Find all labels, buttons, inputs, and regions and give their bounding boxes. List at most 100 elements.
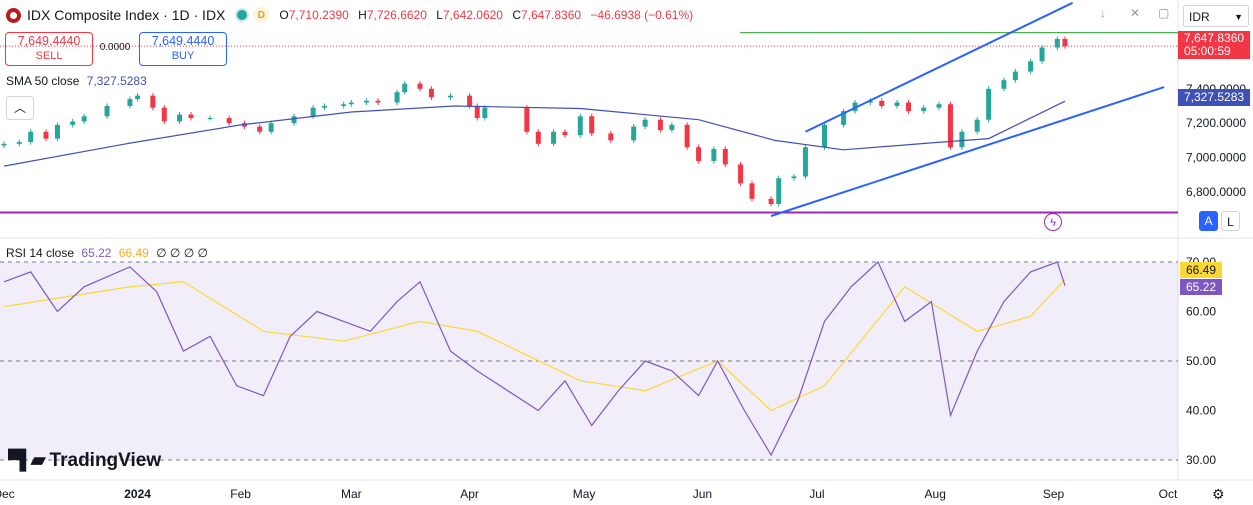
candle-body	[257, 126, 263, 132]
buy-button[interactable]: 7,649.4440 BUY	[139, 32, 227, 66]
candle-body	[711, 148, 717, 161]
candle-body	[135, 95, 141, 100]
candle-body	[81, 116, 87, 122]
candle-body	[1054, 38, 1060, 48]
candle-body	[482, 107, 488, 118]
market-status[interactable]: D	[235, 7, 270, 23]
gear-icon[interactable]: ⚙	[1212, 486, 1225, 502]
buy-label: BUY	[171, 50, 195, 62]
candle-body	[921, 107, 927, 112]
candle-body	[348, 102, 354, 105]
price-axis-label: 7,200.0000	[1186, 116, 1246, 130]
candle-body	[104, 105, 110, 117]
time-axis-label: Jun	[693, 487, 712, 501]
rsi-ma-tag: 66.49	[1180, 262, 1222, 278]
move-down-icon[interactable]: ↓	[1100, 6, 1106, 20]
tradingview-mark-icon: ▀▌▰	[8, 450, 46, 471]
candle-body	[394, 92, 400, 103]
candle-body	[657, 119, 663, 131]
candle-body	[905, 102, 911, 112]
close-pane-icon[interactable]: ✕	[1130, 6, 1141, 20]
candle-body	[467, 95, 473, 106]
candle-body	[768, 198, 774, 204]
candle-body	[802, 147, 808, 177]
candle-body	[402, 83, 408, 93]
candle-body	[776, 178, 782, 204]
auto-scale-button[interactable]: A	[1199, 211, 1218, 231]
candle-body	[188, 114, 194, 118]
change-value: −46.6938 (−0.61%)	[590, 8, 694, 22]
candle-body	[207, 118, 213, 119]
candle-body	[974, 119, 980, 132]
candle-body	[16, 142, 22, 144]
sell-price: 7,649.4440	[17, 34, 81, 48]
candle-body	[738, 164, 744, 184]
candle-body	[894, 102, 900, 106]
rsi-axis-label: 30.00	[1186, 453, 1216, 467]
candle-body	[577, 116, 583, 136]
lightning-icon[interactable]: ϟ	[1044, 213, 1062, 231]
candle-body	[867, 100, 873, 103]
channel-upper-line	[805, 1, 1074, 133]
close-value: 7,647.8360	[521, 8, 582, 22]
candle-body	[268, 123, 274, 132]
chevron-up-icon: ︿	[13, 101, 26, 115]
candle-body	[551, 131, 557, 144]
sell-button[interactable]: 7,649.4440 SELL	[5, 32, 93, 66]
sma-value: 7,327.5283	[86, 74, 147, 88]
candle-body	[1062, 38, 1068, 47]
maximize-pane-icon[interactable]: ▢	[1158, 6, 1170, 20]
chevron-down-icon: ▼	[1234, 12, 1243, 22]
sma50-line	[3, 100, 1066, 167]
rsi-label: RSI 14 close	[6, 246, 75, 260]
delayed-data-badge: D	[253, 7, 270, 23]
candle-body	[1028, 61, 1034, 72]
candle-body	[608, 133, 614, 141]
channel-lower-line	[770, 86, 1165, 217]
last-price-tag: 7,647.8360 05:00:59	[1178, 31, 1250, 59]
time-axis-label: Apr	[460, 487, 479, 501]
log-scale-button[interactable]: L	[1221, 211, 1240, 231]
high-value: 7,726.6620	[366, 8, 427, 22]
candle-body	[986, 88, 992, 120]
rsi-legend[interactable]: RSI 14 close 65.22 66.49 ∅ ∅ ∅ ∅	[6, 246, 208, 260]
candle-body	[936, 104, 942, 108]
tradingview-wordmark: TradingView	[49, 449, 162, 471]
candle-body	[841, 111, 847, 125]
time-axis-label: Dec	[0, 487, 15, 501]
candle-body	[631, 126, 637, 141]
time-axis-label: Jul	[809, 487, 824, 501]
buy-price: 7,649.4440	[151, 34, 215, 48]
candle-body	[291, 116, 297, 124]
candle-body	[535, 131, 541, 144]
high-key: H	[358, 8, 367, 22]
candle-body	[879, 100, 885, 106]
rsi-value: 65.22	[81, 246, 112, 260]
candle-body	[70, 121, 76, 125]
currency-select[interactable]: IDR ▼	[1183, 5, 1249, 27]
candle-body	[364, 100, 370, 103]
tradingview-logo: ▀▌▰ TradingView	[8, 449, 161, 472]
sma-legend[interactable]: SMA 50 close 7,327.5283	[6, 74, 147, 88]
candle-body	[642, 119, 648, 127]
candle-body	[1012, 71, 1018, 81]
candle-body	[696, 147, 702, 161]
time-axis-label: Aug	[925, 487, 946, 501]
rsi-ma-line	[3, 278, 1066, 412]
candle-body	[127, 99, 133, 106]
candle-body	[28, 131, 34, 143]
sma-price-tag: 7,327.5283	[1178, 89, 1250, 106]
candle-body	[822, 124, 828, 148]
collapse-indicators-button[interactable]: ︿	[6, 96, 34, 120]
low-key: L	[436, 8, 443, 22]
symbol-title[interactable]: IDX Composite Index · 1D · IDX	[27, 7, 226, 23]
rsi-ma-value: 66.49	[118, 246, 149, 260]
candle-body	[341, 104, 347, 106]
candle-body	[177, 114, 183, 122]
candle-body	[589, 116, 595, 134]
candle-body	[448, 95, 454, 98]
candle-body	[1, 143, 7, 146]
candle-body	[43, 131, 49, 139]
candle-body	[791, 176, 797, 179]
candle-body	[161, 107, 167, 122]
